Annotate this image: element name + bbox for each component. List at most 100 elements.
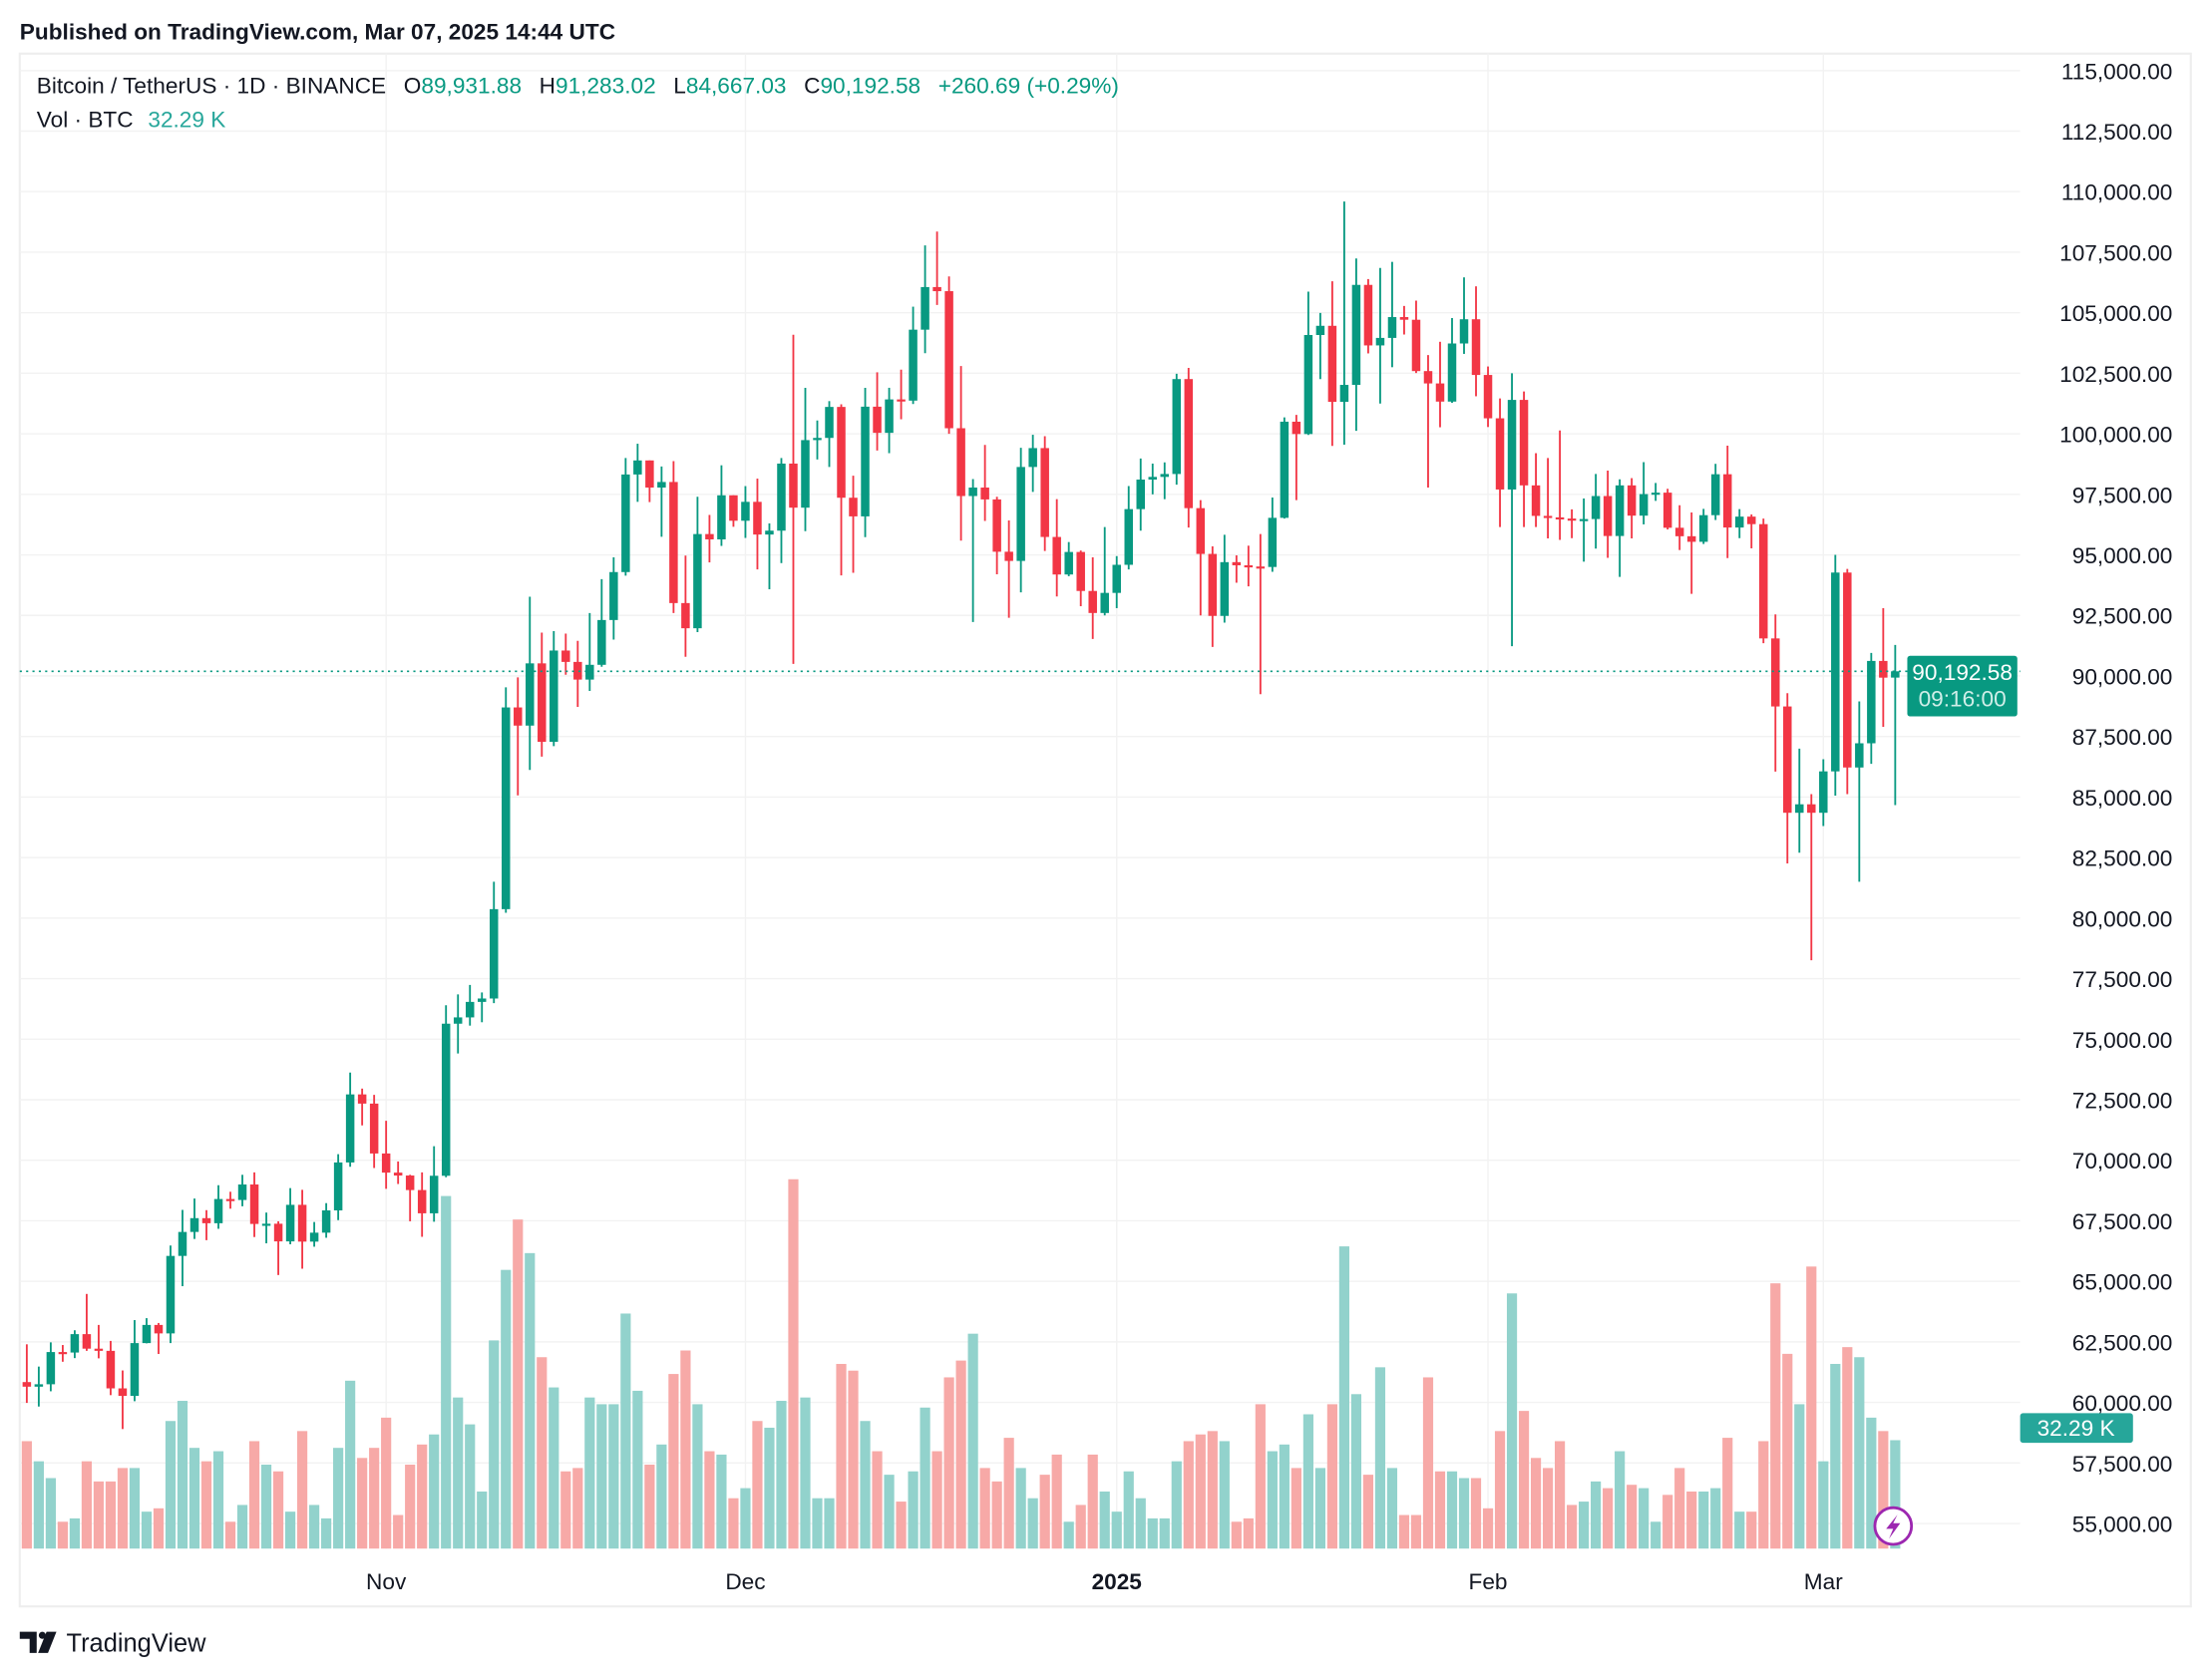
price-tick-label: 62,500.00: [2072, 1330, 2173, 1355]
volume-bar: [824, 1498, 835, 1549]
candle-body: [1483, 375, 1493, 419]
volume-bar: [453, 1397, 464, 1549]
volume-bar: [572, 1468, 583, 1549]
volume-bar: [836, 1363, 847, 1549]
candle-body: [1004, 551, 1013, 561]
candle-body: [849, 498, 858, 516]
candle-body: [1734, 516, 1744, 528]
volume-bar: [1386, 1468, 1398, 1549]
candle-body: [1220, 561, 1230, 616]
candle-body: [1531, 485, 1541, 516]
volume-bar: [1458, 1478, 1470, 1549]
volume-bar: [1806, 1266, 1817, 1549]
volume-bar: [764, 1427, 775, 1549]
volume-bar: [1135, 1498, 1146, 1549]
volume-bar: [1506, 1293, 1518, 1549]
volume-bar: [477, 1491, 488, 1549]
volume-bar: [704, 1451, 715, 1549]
legend-symbol[interactable]: Bitcoin / TetherUS · 1D · BINANCE: [37, 73, 386, 98]
candle-body: [1567, 518, 1577, 521]
volume-bar: [1219, 1441, 1230, 1549]
legend-open-value: 89,931.88: [421, 73, 522, 98]
price-tick-label: 80,000.00: [2072, 906, 2173, 931]
legend-volume-label[interactable]: Vol · BTC: [37, 107, 134, 132]
candle-body: [861, 406, 870, 516]
volume-bar: [728, 1498, 739, 1549]
volume-bar: [1651, 1521, 1661, 1549]
volume-bar: [872, 1451, 883, 1549]
candle-body: [705, 533, 714, 539]
volume-bar: [1326, 1404, 1337, 1549]
volume-bar: [501, 1269, 512, 1549]
price-tick-label: 70,000.00: [2072, 1149, 2173, 1174]
candle-body: [825, 407, 834, 439]
svg-text:Bitcoin / TetherUS · 1D · BINA: Bitcoin / TetherUS · 1D · BINANCE O89,93…: [37, 73, 1119, 98]
volume-bar: [549, 1387, 559, 1549]
volume-bar: [93, 1481, 105, 1549]
volume-bar: [537, 1357, 548, 1549]
volume-bar: [716, 1454, 727, 1549]
candle-body: [1100, 592, 1109, 613]
volume-bar: [788, 1178, 799, 1549]
volume-bar: [1147, 1517, 1158, 1549]
volume-bar: [165, 1421, 177, 1549]
candle-body: [1160, 474, 1170, 478]
candle-body: [1855, 743, 1864, 768]
candle-body: [1339, 385, 1349, 403]
candle-body: [1256, 566, 1266, 569]
candle-body: [729, 495, 738, 521]
candle-body: [118, 1388, 128, 1397]
tradingview-logo[interactable]: TradingView: [19, 1629, 206, 1657]
candle-body: [1375, 337, 1385, 346]
candle-body: [1651, 493, 1660, 496]
time-tick-label: Mar: [1804, 1569, 1843, 1594]
price-tick-label: 100,000.00: [2059, 423, 2172, 448]
candle-body: [1423, 371, 1433, 384]
candle-body: [1184, 379, 1194, 508]
candle-body: [1076, 551, 1085, 591]
candle-body: [1291, 421, 1301, 435]
candle-body: [189, 1217, 199, 1232]
candle-body: [992, 499, 1001, 552]
candle-body: [837, 407, 846, 499]
time-axis[interactable]: Nov Dec 2025 Feb Mar: [366, 1569, 1843, 1594]
candle-body: [201, 1217, 211, 1223]
legend: Bitcoin / TetherUS · 1D · BINANCE O89,93…: [37, 73, 1119, 132]
candle-body: [1783, 706, 1792, 814]
candle-body: [777, 463, 786, 531]
volume-bar: [884, 1475, 895, 1549]
volume-bar: [1123, 1471, 1134, 1549]
candle-body: [465, 1001, 475, 1018]
volume-bar: [45, 1478, 56, 1549]
candle-body: [1471, 319, 1481, 376]
price-axis[interactable]: 115,000.00 112,500.00 110,000.00 107,500.00…: [2059, 59, 2172, 1536]
candle-body: [417, 1189, 427, 1213]
candle-body: [873, 406, 882, 434]
volume-bar: [33, 1461, 44, 1549]
volume-bar: [740, 1488, 751, 1549]
volume-bar: [381, 1417, 392, 1549]
volume-bar: [1674, 1468, 1685, 1549]
candle-body: [657, 482, 666, 489]
volume-bar: [321, 1517, 332, 1549]
candle-body: [441, 1023, 451, 1176]
candle-body: [1795, 804, 1804, 814]
volume-bar: [1579, 1502, 1590, 1549]
volume-bar: [1207, 1431, 1218, 1549]
candle-body: [1351, 284, 1361, 386]
candle-body: [1891, 671, 1900, 678]
candle-body: [82, 1334, 92, 1349]
candle-body: [1591, 496, 1601, 519]
volume-bar: [357, 1458, 368, 1549]
grid-lines: [19, 53, 2021, 1549]
legend-high-label: H: [540, 73, 555, 98]
candle-body: [1016, 467, 1025, 561]
lightning-bolt-icon[interactable]: [1873, 1506, 1914, 1546]
time-tick-label: Feb: [1469, 1569, 1508, 1594]
candle-body: [178, 1231, 187, 1256]
volume-bar: [1051, 1454, 1062, 1549]
volume-bar: [1878, 1431, 1889, 1549]
candle-body: [237, 1184, 247, 1200]
legend-change: +260.69 (+0.29%): [938, 73, 1119, 98]
